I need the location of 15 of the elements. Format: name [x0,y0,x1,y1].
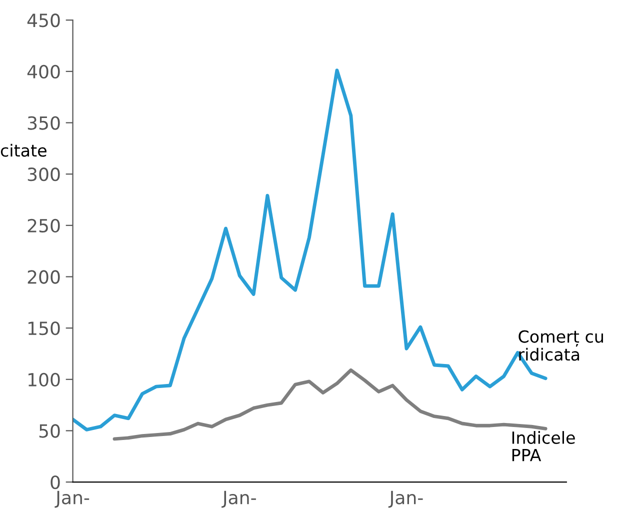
y-tick-label: 0 [50,476,60,490]
y-tick-label: 200 [28,270,60,284]
y-axis-title: citate [0,144,46,157]
y-tick-label: 400 [27,64,60,79]
x-tick-label: Jan- [222,490,256,508]
x-tick-label: Jan- [388,490,423,508]
y-tick-label: 350 [28,116,60,130]
series-label: Indicele PPA [512,431,575,462]
y-tick-label: 300 [28,168,60,182]
y-tick-label: 150 [28,322,60,336]
y-tick-label: 50 [39,424,60,438]
y-tick-label: 450 [27,14,60,28]
y-tick-label: 100 [28,372,60,386]
y-tick-label: 250 [28,218,60,233]
x-tick-label: Jan- [54,490,90,508]
